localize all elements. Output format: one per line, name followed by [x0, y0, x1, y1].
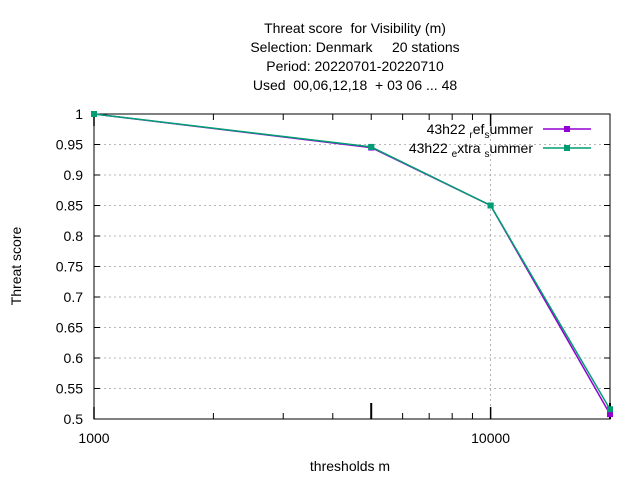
x-tick-label: 10000 — [471, 430, 510, 446]
chart-title-line: Threat score for Visibility (m) — [264, 20, 446, 36]
chart-title-block: Threat score for Visibility (m) Selection… — [250, 20, 459, 93]
y-tick-label: 0.65 — [56, 320, 83, 336]
legend-label: 43h22 refsummer — [427, 121, 534, 141]
x-tick-label: 1000 — [78, 430, 109, 446]
y-tick-label: 0.85 — [56, 198, 83, 214]
series-lines — [91, 111, 613, 418]
data-point — [487, 202, 494, 209]
grid-lines — [94, 114, 610, 419]
chart-title-line: Period: 20220701-20220710 — [266, 58, 444, 74]
y-tick-label: 0.5 — [64, 411, 84, 427]
series-line-0 — [93, 113, 611, 415]
y-tick-label: 0.95 — [56, 137, 83, 153]
legend-marker — [564, 126, 570, 132]
y-tick-label: 0.75 — [56, 259, 83, 275]
axis-ticks: 0.5 0.55 0.6 0.65 0.7 0.75 0.8 0.85 0.9 0.95 1 1000… — [56, 106, 611, 446]
plot-frame — [93, 113, 611, 420]
data-point — [91, 111, 97, 117]
legend-marker — [564, 145, 570, 151]
data-point — [368, 143, 375, 150]
legend-label: 43h22 extra summer — [409, 140, 534, 160]
y-axis-label: Threat score — [8, 226, 24, 305]
data-point — [607, 406, 613, 413]
y-tick-label: 0.7 — [64, 289, 84, 305]
chart-title-line: Used 00,06,12,18 + 03 06 ... 48 — [253, 77, 458, 93]
y-tick-label: 0.55 — [56, 381, 83, 397]
plot-border — [93, 113, 611, 420]
y-tick-label: 1 — [75, 106, 83, 122]
data-point — [607, 411, 613, 418]
y-tick-label: 0.8 — [64, 228, 84, 244]
y-tick-label: 0.9 — [64, 167, 84, 183]
x-axis-label: thresholds m — [310, 458, 390, 474]
series-line-1 — [93, 113, 611, 410]
chart-title-line: Selection: Denmark 20 stations — [250, 39, 459, 55]
y-tick-label: 0.6 — [64, 350, 84, 366]
